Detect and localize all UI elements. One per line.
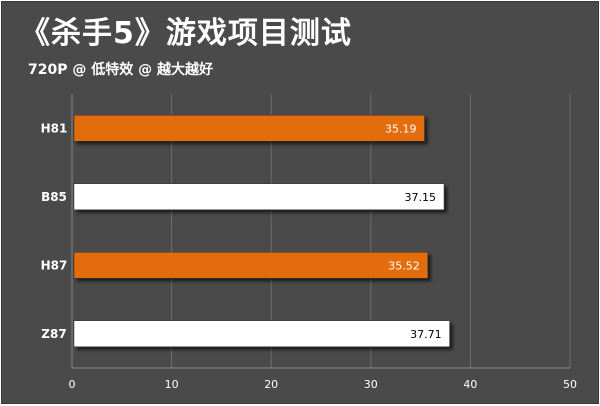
value-label-b85: 37.15 [405, 191, 437, 204]
category-label-h87: H87 [41, 258, 68, 272]
chart-subtitle: 720P @ 低特效 @ 越大越好 [28, 62, 213, 78]
axes: 0 10 20 30 40 50 H81 B85 H87 Z87 [41, 94, 577, 391]
x-tick-label: 10 [165, 378, 179, 391]
bars: 35.19 37.15 35.52 37.71 [73, 115, 450, 347]
category-label-b85: B85 [41, 190, 67, 204]
bar-h81 [73, 115, 425, 142]
x-tick-label: 30 [364, 378, 378, 391]
chart-title: 《杀手5》游戏项目测试 [20, 16, 352, 51]
bar-z87 [73, 320, 450, 347]
x-tick-label: 50 [563, 378, 577, 391]
x-tick-label: 20 [264, 378, 278, 391]
value-label-h81: 35.19 [385, 122, 417, 135]
value-label-z87: 37.71 [410, 328, 442, 341]
category-label-h81: H81 [41, 121, 68, 135]
bar-h87 [73, 252, 429, 279]
value-label-h87: 35.52 [388, 259, 420, 272]
x-tick-label: 0 [69, 378, 76, 391]
category-label-z87: Z87 [41, 327, 66, 341]
x-tick-label: 40 [463, 378, 477, 391]
bar-b85 [73, 183, 445, 210]
